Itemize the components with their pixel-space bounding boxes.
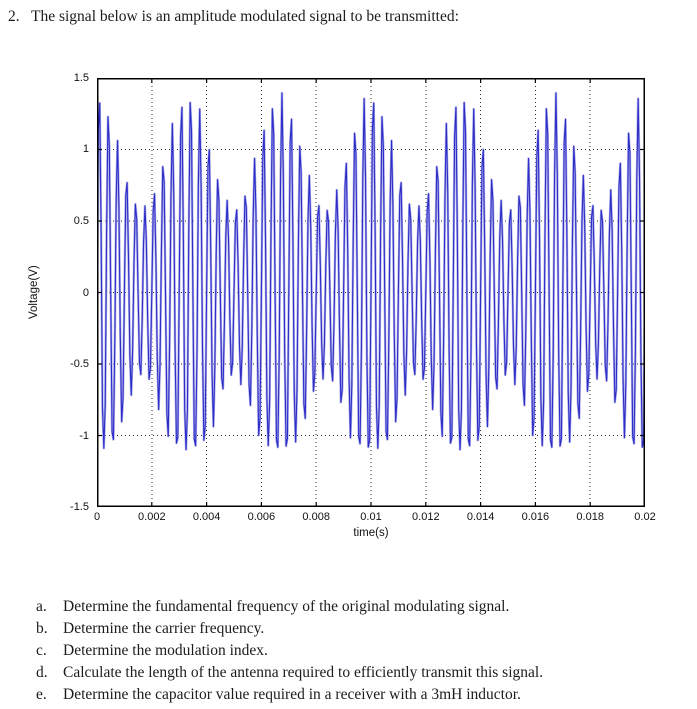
- y-tick-label: 1.5: [73, 72, 89, 84]
- x-axis-tick-labels: 0 0.002 0.004 0.006 0.008 0.01 0.012 0.014 0.016…: [93, 511, 656, 525]
- question-letter: b.: [36, 620, 48, 637]
- question-item-e: e. Determine the capacitor value require…: [36, 684, 681, 706]
- x-tick-label: 0.002: [138, 511, 166, 523]
- y-tick-label: 1: [82, 143, 89, 156]
- question-item-b: b. Determine the carrier frequency.: [36, 618, 681, 640]
- question-text: Calculate the length of the antenna requ…: [63, 664, 544, 681]
- am-signal-figure: Voltage(V) 1.5 1 0.5 0 -0.5 -1 -1.5 0 0.002 0.00…: [0, 72, 656, 539]
- question-item-c: c. Determine the modulation index.: [36, 640, 681, 662]
- am-waveform-line: [97, 92, 645, 451]
- x-tick-label: 0.018: [576, 511, 604, 523]
- problem-text: The signal below is an amplitude modulat…: [31, 8, 459, 25]
- y-tick-label: 0.5: [73, 214, 89, 227]
- am-waveform-plot: [97, 78, 645, 507]
- y-tick-label: -0.5: [70, 357, 89, 370]
- question-list: a. Determine the fundamental frequency o…: [36, 596, 681, 706]
- problem-number: 2.: [8, 8, 20, 25]
- plot-border: [97, 78, 645, 507]
- question-text: Determine the modulation index.: [63, 642, 268, 659]
- y-tick-label: -1.5: [70, 501, 89, 513]
- x-tick-label: 0: [93, 511, 101, 523]
- x-tick-label: 0.01: [360, 511, 382, 523]
- x-tick-label: 0.012: [412, 511, 440, 523]
- question-letter: c.: [36, 642, 47, 659]
- y-tick-label: 0: [82, 286, 89, 299]
- question-item-d: d. Calculate the length of the antenna r…: [36, 662, 681, 684]
- y-axis-tick-labels: 1.5 1 0.5 0 -0.5 -1 -1.5: [0, 72, 92, 513]
- x-tick-label: 0.004: [192, 511, 221, 523]
- question-letter: a.: [36, 598, 47, 615]
- question-letter: d.: [36, 664, 48, 681]
- x-tick-label: 0.008: [302, 511, 330, 523]
- plot-area: [97, 78, 645, 507]
- question-text: Determine the carrier frequency.: [63, 620, 265, 637]
- question-text: Determine the fundamental frequency of t…: [63, 598, 510, 615]
- y-tick-label: -1: [79, 429, 89, 442]
- question-letter: e.: [36, 686, 47, 703]
- x-axis-label: time(s): [353, 527, 389, 539]
- x-tick-label: 0.006: [247, 511, 276, 523]
- question-text: Determine the capacitor value required i…: [63, 686, 521, 703]
- question-item-a: a. Determine the fundamental frequency o…: [36, 596, 681, 618]
- x-tick-label: 0.02: [634, 511, 656, 523]
- x-tick-label: 0.016: [521, 511, 550, 523]
- x-tick-label: 0.014: [466, 511, 495, 523]
